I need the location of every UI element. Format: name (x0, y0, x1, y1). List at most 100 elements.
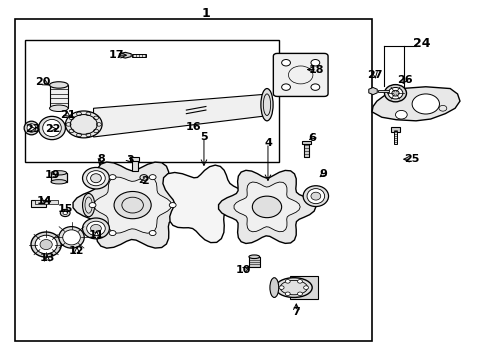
Polygon shape (369, 87, 377, 95)
Ellipse shape (87, 171, 105, 186)
FancyBboxPatch shape (273, 53, 328, 96)
Circle shape (282, 59, 291, 66)
Ellipse shape (388, 87, 403, 99)
Ellipse shape (27, 124, 36, 132)
Circle shape (149, 175, 156, 180)
Circle shape (311, 84, 320, 90)
Bar (302, 140, 312, 144)
Ellipse shape (82, 167, 109, 189)
Polygon shape (120, 52, 131, 58)
Ellipse shape (82, 218, 109, 239)
Polygon shape (73, 162, 193, 248)
Circle shape (252, 196, 282, 218)
Ellipse shape (385, 85, 407, 102)
Ellipse shape (66, 111, 102, 138)
Ellipse shape (63, 230, 80, 245)
Text: 1: 1 (201, 7, 210, 20)
Ellipse shape (60, 210, 70, 217)
Bar (35, 201, 58, 204)
Ellipse shape (261, 89, 273, 121)
Text: 6: 6 (308, 133, 316, 143)
Ellipse shape (49, 82, 68, 88)
Bar (249, 257, 260, 267)
Polygon shape (94, 94, 270, 137)
Bar (132, 54, 146, 57)
Circle shape (297, 280, 302, 283)
Polygon shape (234, 182, 300, 232)
Ellipse shape (51, 171, 67, 175)
Ellipse shape (49, 105, 68, 112)
Text: 7: 7 (293, 307, 300, 316)
Text: 19: 19 (45, 170, 61, 180)
Circle shape (149, 230, 156, 235)
Ellipse shape (270, 278, 279, 297)
Bar (132, 160, 138, 171)
Polygon shape (163, 165, 247, 243)
Text: 24: 24 (413, 36, 431, 50)
Circle shape (109, 230, 116, 235)
Bar (49, 85, 68, 108)
Text: 11: 11 (89, 230, 104, 240)
Text: 18: 18 (309, 64, 324, 75)
Circle shape (395, 111, 407, 119)
Bar (304, 143, 310, 157)
Text: 12: 12 (69, 246, 85, 256)
Text: 4: 4 (264, 138, 272, 148)
Ellipse shape (87, 221, 105, 235)
Bar (391, 127, 400, 132)
Ellipse shape (35, 235, 57, 254)
Text: 20: 20 (35, 77, 51, 87)
Ellipse shape (39, 116, 66, 140)
Circle shape (285, 292, 290, 296)
Text: 22: 22 (45, 124, 61, 134)
Bar (393, 131, 397, 144)
Text: 5: 5 (200, 132, 208, 142)
Circle shape (297, 292, 302, 296)
Ellipse shape (249, 255, 260, 258)
Ellipse shape (307, 189, 325, 204)
Ellipse shape (40, 239, 52, 249)
Circle shape (140, 175, 148, 180)
Text: 15: 15 (58, 204, 74, 215)
Ellipse shape (59, 226, 84, 248)
Ellipse shape (63, 211, 68, 215)
Text: 17: 17 (109, 50, 124, 60)
Ellipse shape (31, 232, 61, 257)
Polygon shape (219, 170, 316, 243)
Text: 21: 21 (60, 110, 75, 120)
Ellipse shape (24, 121, 39, 135)
Circle shape (304, 286, 309, 289)
Circle shape (311, 59, 320, 66)
Polygon shape (94, 177, 172, 233)
Text: 27: 27 (367, 70, 383, 80)
Bar (290, 276, 318, 299)
Text: 16: 16 (186, 122, 201, 132)
Circle shape (89, 203, 96, 208)
Text: 14: 14 (37, 196, 52, 206)
Bar (130, 157, 140, 161)
Text: 8: 8 (97, 154, 105, 164)
Ellipse shape (51, 180, 67, 184)
Text: 10: 10 (236, 265, 251, 275)
Text: 13: 13 (39, 253, 55, 263)
Ellipse shape (91, 174, 101, 183)
Bar (25, 40, 279, 162)
Text: 23: 23 (25, 124, 40, 134)
Bar (31, 201, 46, 207)
Ellipse shape (275, 278, 312, 297)
Circle shape (114, 192, 151, 219)
Ellipse shape (43, 120, 61, 136)
Bar (15, 19, 372, 341)
Bar (378, 90, 389, 92)
Circle shape (109, 175, 116, 180)
Polygon shape (372, 87, 460, 121)
Ellipse shape (392, 90, 399, 96)
Ellipse shape (91, 225, 101, 232)
Circle shape (285, 280, 290, 283)
Circle shape (282, 84, 291, 90)
Circle shape (169, 203, 176, 208)
Text: 2: 2 (141, 176, 148, 186)
Text: 9: 9 (320, 168, 328, 179)
Circle shape (412, 94, 440, 114)
Ellipse shape (82, 193, 95, 217)
